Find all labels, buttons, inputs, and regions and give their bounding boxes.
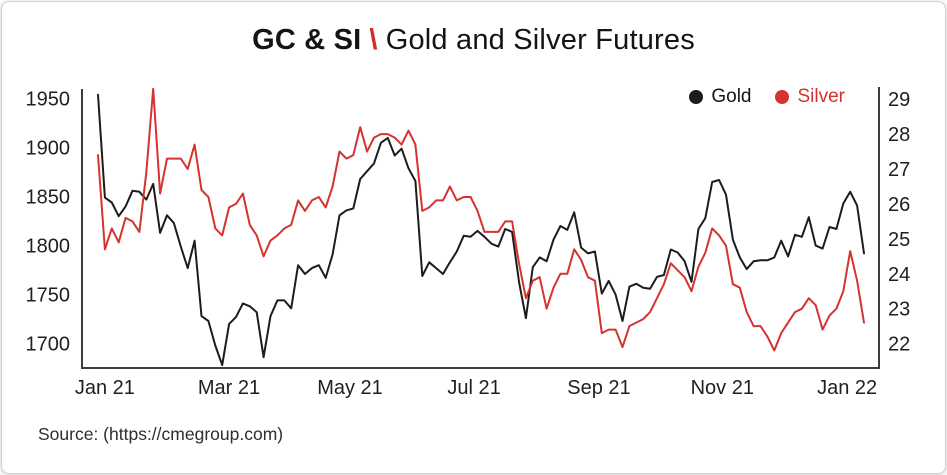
x-axis-tick-label: Jan 22	[817, 377, 877, 399]
axis-lines	[81, 87, 880, 369]
gold-series-line	[97, 93, 865, 367]
source-caption: Source: (https://cmegroup.com)	[38, 424, 284, 444]
right-axis-tick-label: 29	[888, 89, 910, 111]
right-axis-tick-label: 24	[888, 264, 910, 286]
x-axis-tick-label: Jan 21	[75, 377, 135, 399]
right-axis-tick-label: 22	[888, 334, 910, 356]
title-text: Gold and Silver Futures	[385, 24, 695, 56]
right-axis-tick-label: 23	[888, 299, 910, 321]
silver-legend-label: Silver	[797, 86, 845, 107]
x-axis-tick-label: Sep 21	[567, 377, 630, 399]
chart-legend: Gold Silver	[689, 86, 845, 108]
legend-entry-silver: Silver	[775, 86, 845, 108]
x-axis-tick-label: May 21	[317, 377, 383, 399]
left-axis-tick-label: 1900	[26, 138, 71, 160]
title-separator-slash: \	[369, 24, 378, 56]
right-axis-tick-label: 28	[888, 124, 910, 146]
legend-entry-gold: Gold	[689, 86, 751, 108]
silver-legend-dot-icon	[775, 90, 790, 104]
x-axis-tick-label: Nov 21	[691, 377, 754, 399]
left-axis-tick-label: 1750	[26, 285, 71, 307]
left-axis-tick-label: 1850	[26, 187, 71, 209]
title-symbol: GC & SI	[252, 24, 362, 56]
x-axis-tick-label: Mar 21	[198, 377, 260, 399]
x-axis-tick-label: Jul 21	[447, 377, 500, 399]
gold-legend-dot-icon	[689, 90, 704, 104]
left-axis-tick-label: 1700	[26, 334, 71, 356]
gold-legend-label: Gold	[711, 86, 752, 107]
right-axis-tick-label: 27	[888, 159, 910, 181]
chart-title: GC & SI \ Gold and Silver Futures	[2, 24, 945, 57]
right-axis-tick-label: 26	[888, 194, 910, 216]
left-axis-tick-label: 1950	[26, 89, 71, 111]
right-axis-tick-label: 25	[888, 229, 910, 251]
left-axis-tick-label: 1800	[26, 236, 71, 258]
silver-series-line	[97, 87, 865, 352]
